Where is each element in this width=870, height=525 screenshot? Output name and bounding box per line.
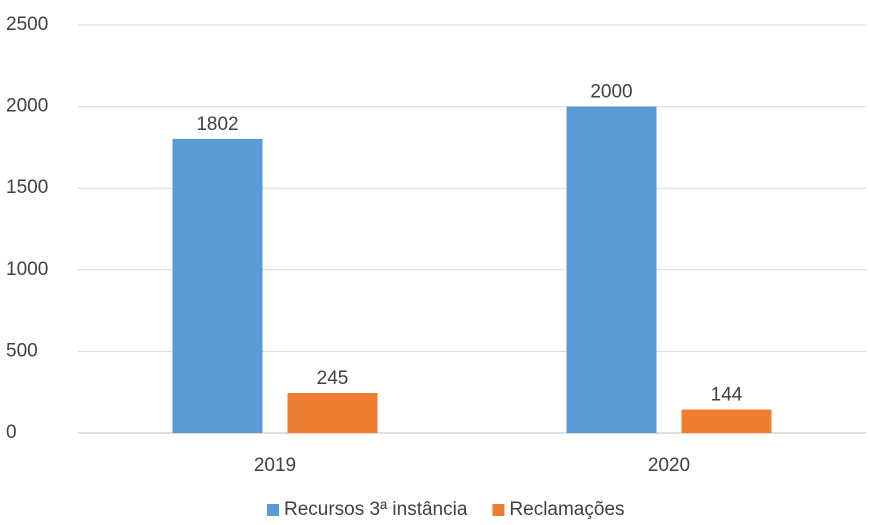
bar bbox=[566, 106, 657, 433]
bar bbox=[172, 138, 263, 433]
y-tick-label: 0 bbox=[6, 422, 17, 443]
bar bbox=[681, 409, 772, 433]
legend-swatch bbox=[492, 504, 505, 516]
y-tick-label: 500 bbox=[6, 340, 38, 361]
legend-swatch bbox=[267, 504, 279, 516]
data-label: 144 bbox=[711, 385, 743, 406]
y-tick-label: 1500 bbox=[6, 177, 48, 198]
y-tick-label: 1000 bbox=[6, 259, 48, 280]
legend-label: Recursos 3ª instância bbox=[284, 499, 468, 520]
x-tick-label: 2019 bbox=[254, 455, 296, 476]
data-label: 2000 bbox=[590, 82, 632, 103]
data-label: 1802 bbox=[196, 114, 238, 135]
y-tick-label: 2500 bbox=[6, 14, 48, 35]
x-tick-label: 2020 bbox=[648, 455, 690, 476]
bar bbox=[287, 393, 378, 433]
y-tick-label: 2000 bbox=[6, 96, 48, 117]
data-label: 245 bbox=[317, 368, 349, 389]
legend-label: Reclamações bbox=[509, 499, 624, 520]
